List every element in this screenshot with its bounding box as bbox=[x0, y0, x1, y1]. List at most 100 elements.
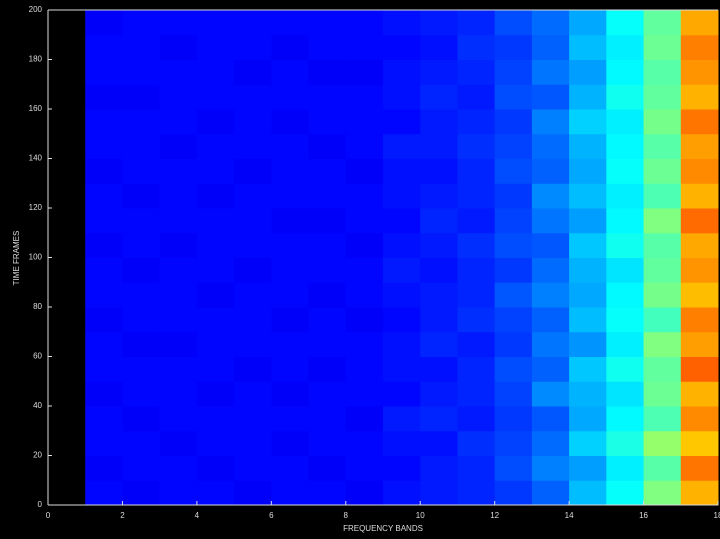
heatmap-cell bbox=[196, 257, 235, 283]
heatmap-cell bbox=[420, 158, 458, 184]
heatmap-cell bbox=[569, 356, 607, 382]
heatmap-cell bbox=[680, 158, 719, 184]
heatmap-cell bbox=[85, 331, 123, 357]
heatmap-cell bbox=[308, 158, 347, 184]
heatmap-cell bbox=[494, 307, 533, 333]
heatmap-cell bbox=[159, 232, 198, 258]
heatmap-cell bbox=[383, 455, 421, 481]
heatmap-cell bbox=[643, 331, 682, 357]
heatmap-cell bbox=[457, 455, 496, 481]
heatmap-cell bbox=[420, 381, 458, 407]
heatmap-cell bbox=[85, 430, 123, 456]
heatmap-cell bbox=[234, 356, 272, 382]
heatmap-cell bbox=[643, 133, 682, 159]
heatmap-cell bbox=[271, 480, 310, 506]
heatmap-cell bbox=[345, 455, 384, 481]
heatmap-cell bbox=[383, 381, 421, 407]
heatmap-cell bbox=[420, 331, 458, 357]
heatmap-cell bbox=[531, 406, 570, 432]
heatmap-cell bbox=[159, 183, 198, 209]
heatmap-cell bbox=[345, 109, 384, 135]
heatmap-cell bbox=[420, 406, 458, 432]
heatmap-cell bbox=[271, 381, 310, 407]
heatmap-cell bbox=[271, 158, 310, 184]
heatmap-cell bbox=[196, 282, 235, 308]
heatmap-cell bbox=[643, 208, 682, 234]
x-tick-label: 12 bbox=[490, 511, 499, 520]
heatmap-cell bbox=[122, 257, 161, 283]
heatmap-cell bbox=[457, 381, 496, 407]
heatmap-cell bbox=[122, 455, 161, 481]
heatmap-cell bbox=[383, 208, 421, 234]
heatmap-cell bbox=[85, 10, 123, 36]
heatmap-cell bbox=[420, 455, 458, 481]
heatmap-cell bbox=[383, 109, 421, 135]
y-axis-label: TIME FRAMES bbox=[12, 231, 21, 286]
heatmap-cell bbox=[234, 406, 272, 432]
heatmap-cell bbox=[680, 257, 719, 283]
heatmap-cell bbox=[234, 59, 272, 85]
heatmap-cell bbox=[531, 10, 570, 36]
heatmap-cell bbox=[531, 183, 570, 209]
heatmap-cell bbox=[271, 10, 310, 36]
heatmap-cell bbox=[383, 232, 421, 258]
heatmap-cell bbox=[345, 133, 384, 159]
heatmap-cell bbox=[680, 356, 719, 382]
heatmap-cell bbox=[271, 232, 310, 258]
heatmap-cell bbox=[531, 381, 570, 407]
heatmap-cell bbox=[531, 430, 570, 456]
heatmap-cell bbox=[383, 430, 421, 456]
heatmap-cell bbox=[159, 34, 198, 60]
heatmap-cell bbox=[234, 381, 272, 407]
heatmap-cell bbox=[159, 480, 198, 506]
heatmap-cell bbox=[196, 183, 235, 209]
heatmap-cell bbox=[271, 430, 310, 456]
heatmap-cell bbox=[196, 158, 235, 184]
heatmap-cell bbox=[122, 232, 161, 258]
heatmap-cell bbox=[420, 430, 458, 456]
heatmap-cell bbox=[196, 331, 235, 357]
heatmap-cell bbox=[420, 59, 458, 85]
heatmap-cell bbox=[345, 158, 384, 184]
heatmap-cell bbox=[308, 406, 347, 432]
heatmap-cell bbox=[643, 158, 682, 184]
heatmap-cell bbox=[271, 59, 310, 85]
heatmap-cell bbox=[345, 84, 384, 110]
y-tick-label: 200 bbox=[29, 5, 43, 14]
heatmap-cell bbox=[606, 307, 645, 333]
heatmap-cell bbox=[494, 232, 533, 258]
heatmap-cell bbox=[234, 183, 272, 209]
x-tick-label: 10 bbox=[416, 511, 425, 520]
heatmap-cell bbox=[531, 133, 570, 159]
heatmap-cell bbox=[308, 331, 347, 357]
x-tick-label: 18 bbox=[714, 511, 720, 520]
heatmap-cell bbox=[271, 183, 310, 209]
heatmap-cell bbox=[159, 356, 198, 382]
heatmap-cell bbox=[308, 232, 347, 258]
heatmap-cell bbox=[420, 10, 458, 36]
heatmap-cell bbox=[345, 257, 384, 283]
heatmap-cell bbox=[680, 59, 719, 85]
heatmap-cell bbox=[643, 59, 682, 85]
heatmap-cell bbox=[159, 59, 198, 85]
heatmap-cell bbox=[494, 59, 533, 85]
heatmap-cell bbox=[271, 331, 310, 357]
heatmap-cell bbox=[234, 480, 272, 506]
heatmap-cell bbox=[308, 480, 347, 506]
heatmap-cell bbox=[308, 257, 347, 283]
heatmap-cell bbox=[122, 356, 161, 382]
heatmap-cell bbox=[271, 307, 310, 333]
heatmap-cell bbox=[122, 430, 161, 456]
heatmap-cell bbox=[457, 133, 496, 159]
heatmap-cell bbox=[643, 381, 682, 407]
heatmap-cell bbox=[457, 356, 496, 382]
heatmap-cell bbox=[531, 34, 570, 60]
heatmap-cell bbox=[85, 282, 123, 308]
heatmap-cell bbox=[680, 109, 719, 135]
heatmap-cell bbox=[569, 430, 607, 456]
heatmap-cell bbox=[122, 34, 161, 60]
heatmap-cell bbox=[606, 183, 645, 209]
heatmap-cell bbox=[122, 381, 161, 407]
heatmap-cell bbox=[569, 59, 607, 85]
